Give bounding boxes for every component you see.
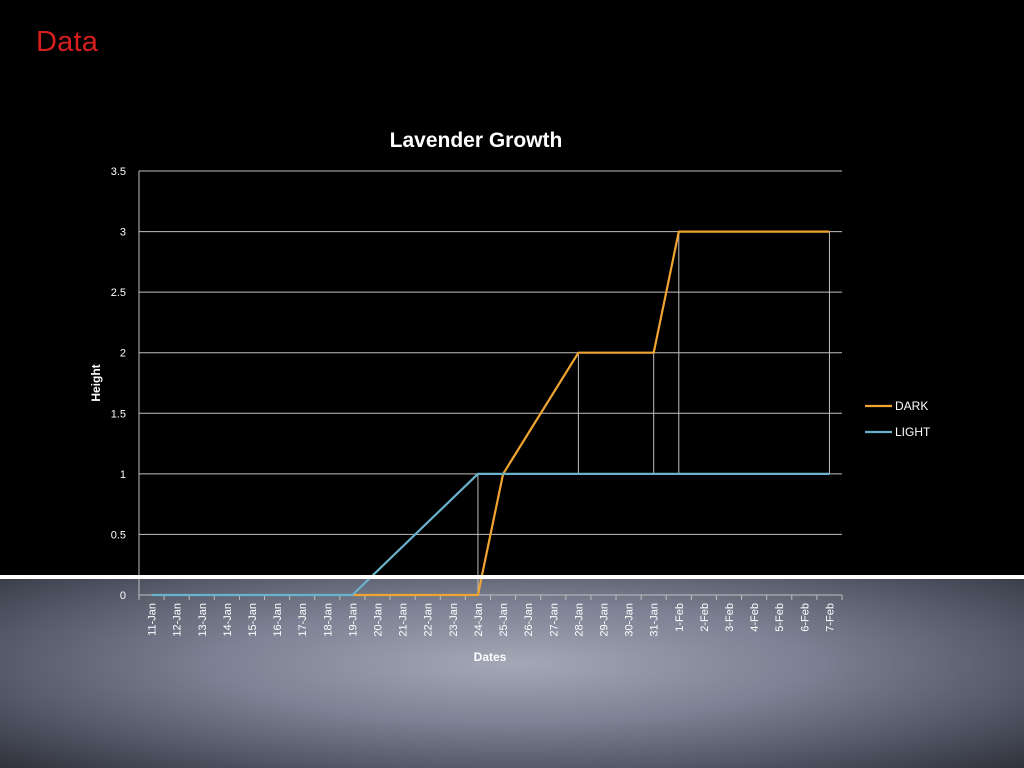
x-tick-label: 13-Jan <box>197 603 209 637</box>
axes <box>138 171 843 600</box>
series-lines <box>151 230 830 597</box>
x-tick-label: 31-Jan <box>649 603 661 637</box>
y-tick-label: 0 <box>120 590 126 602</box>
x-tick-label: 15-Jan <box>247 603 259 637</box>
x-tick-label: 22-Jan <box>423 603 435 637</box>
series-line-dark <box>352 230 830 597</box>
slide-title: Data <box>36 26 99 58</box>
y-tick-labels: 0 0.5 1 1.5 2 2.5 3 3.5 <box>111 166 126 602</box>
legend: DARK LIGHT <box>865 399 931 439</box>
y-tick-label: 2.5 <box>111 287 126 299</box>
x-tick-label: 16-Jan <box>272 603 284 637</box>
y-axis-label: Height <box>89 364 103 401</box>
x-tick-label: 3-Feb <box>724 603 736 632</box>
y-tick-label: 1 <box>120 469 126 481</box>
x-tick-label: 1-Feb <box>674 603 686 632</box>
x-tick-label: 30-Jan <box>624 603 636 637</box>
y-tick-label: 3.5 <box>111 166 126 178</box>
x-tick-label: 5-Feb <box>774 603 786 632</box>
slide-background-bottom <box>0 579 1024 768</box>
x-tick-label: 6-Feb <box>799 603 811 632</box>
drop-lines <box>477 231 830 595</box>
slide-divider <box>0 575 1024 579</box>
gridlines <box>139 170 842 535</box>
x-tick-label: 7-Feb <box>824 603 836 632</box>
x-tick-label: 17-Jan <box>297 603 309 637</box>
x-tick-label: 12-Jan <box>172 603 184 637</box>
x-tick-labels: 11-Jan 12-Jan 13-Jan 14-Jan 15-Jan 16-Jan 17-J… <box>147 603 837 637</box>
x-tick-label: 2-Feb <box>699 603 711 632</box>
y-tick-label: 3 <box>120 227 126 239</box>
slide-background-top <box>0 0 1024 576</box>
x-tick-label: 18-Jan <box>322 603 334 637</box>
x-tick-label: 20-Jan <box>373 603 385 637</box>
x-tick-label: 14-Jan <box>222 603 234 637</box>
y-tick-label: 2 <box>120 348 126 360</box>
x-tick-label: 28-Jan <box>573 603 585 637</box>
x-tick-label: 23-Jan <box>448 603 460 637</box>
y-tick-label: 0.5 <box>111 529 126 541</box>
y-tick-label: 1.5 <box>111 408 126 420</box>
x-tick-label: 19-Jan <box>347 603 359 637</box>
x-tick-label: 27-Jan <box>548 603 560 637</box>
legend-label-dark: DARK <box>895 399 928 413</box>
legend-label-light: LIGHT <box>895 425 931 439</box>
x-tick-label: 21-Jan <box>398 603 410 637</box>
x-axis-label: Dates <box>474 650 507 664</box>
x-tick-label: 4-Feb <box>749 603 761 632</box>
x-tick-label: 11-Jan <box>147 603 159 636</box>
x-tick-label: 26-Jan <box>523 603 535 637</box>
x-tick-label: 24-Jan <box>473 603 485 637</box>
chart-title: Lavender Growth <box>390 129 563 152</box>
series-line-light <box>151 472 830 597</box>
x-tick-label: 29-Jan <box>598 603 610 637</box>
x-tick-label: 25-Jan <box>498 603 510 637</box>
